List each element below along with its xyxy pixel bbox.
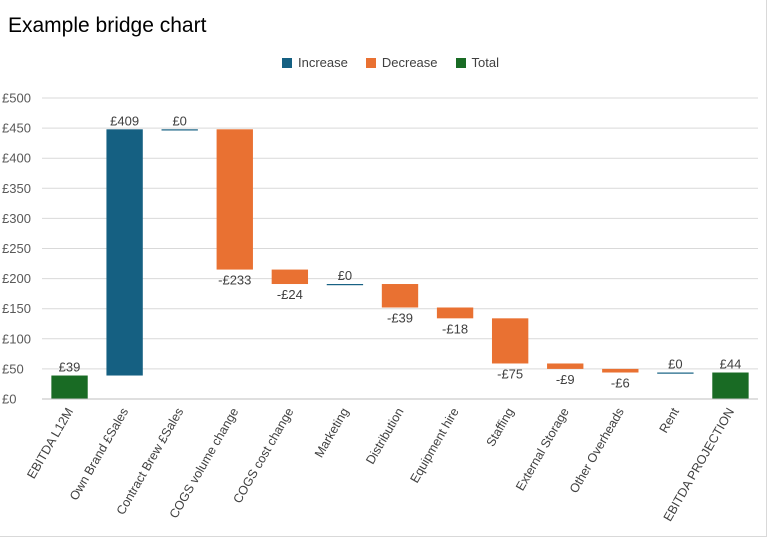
data-label: £0: [338, 268, 352, 283]
y-tick-label: £150: [2, 301, 31, 316]
y-tick-label: £300: [2, 211, 31, 226]
bar-decrease: [436, 307, 474, 319]
y-tick-label: £50: [2, 361, 24, 376]
x-tick-label: COGS cost change: [230, 405, 296, 505]
y-tick-label: £0: [2, 392, 16, 407]
x-tick-label: Rent: [657, 405, 683, 435]
data-label: -£24: [277, 287, 303, 302]
x-tick-label: Marketing: [312, 405, 352, 460]
bar-increase: [657, 372, 694, 374]
x-tick-label: Equipment hire: [408, 405, 462, 485]
x-tick-label: EBITDA L12M: [24, 406, 76, 482]
bar-decrease: [491, 318, 529, 364]
bar-decrease: [381, 284, 419, 308]
y-tick-label: £250: [2, 241, 31, 256]
y-tick-label: £350: [2, 181, 31, 196]
data-label: £0: [172, 113, 186, 128]
data-label: -£233: [218, 273, 251, 288]
legend-swatch-increase: [282, 57, 292, 68]
bar-decrease: [271, 269, 309, 285]
bar-decrease: [547, 363, 584, 369]
legend-item-decrease: Decrease: [365, 55, 438, 70]
bar-increase: [326, 284, 364, 286]
legend-swatch-decrease: [365, 57, 376, 68]
data-label: £0: [668, 357, 682, 372]
legend-item-increase: Increase: [282, 55, 348, 70]
bar-decrease: [602, 368, 639, 373]
y-tick-label: £400: [2, 151, 31, 166]
y-tick-label: £450: [2, 121, 31, 136]
y-tick-label: £100: [2, 331, 31, 346]
legend-swatch-total: [455, 57, 466, 68]
x-tick-label: Other Overheads: [567, 406, 627, 496]
legend-label-increase: Increase: [298, 55, 348, 70]
legend-item-total: Total: [455, 55, 499, 70]
data-label: £39: [59, 360, 81, 375]
y-tick-label: £200: [2, 271, 31, 286]
bar-increase: [106, 129, 143, 376]
bar-total: [712, 372, 749, 399]
x-tick-label: Own Brand £Sales: [67, 406, 131, 503]
x-tick-label: Staffing: [484, 405, 517, 449]
data-label: -£75: [497, 366, 523, 381]
data-label: -£6: [611, 376, 630, 391]
y-tick-label: £500: [2, 91, 31, 106]
bar-increase: [161, 129, 198, 131]
x-tick-label: External Storage: [513, 405, 572, 493]
legend-label-decrease: Decrease: [381, 55, 438, 70]
bar-total: [51, 375, 88, 399]
x-tick-label: Distribution: [363, 405, 406, 466]
legend-label-total: Total: [471, 55, 499, 70]
chart-title: Example bridge chart: [8, 14, 207, 37]
data-label: -£18: [442, 321, 468, 336]
data-label: £409: [110, 113, 139, 128]
chart-legend: Increase Decrease Total: [282, 55, 499, 70]
data-label: £44: [720, 357, 742, 372]
data-label: -£9: [556, 372, 575, 387]
bar-decrease: [216, 129, 253, 270]
data-label: -£39: [387, 310, 413, 325]
